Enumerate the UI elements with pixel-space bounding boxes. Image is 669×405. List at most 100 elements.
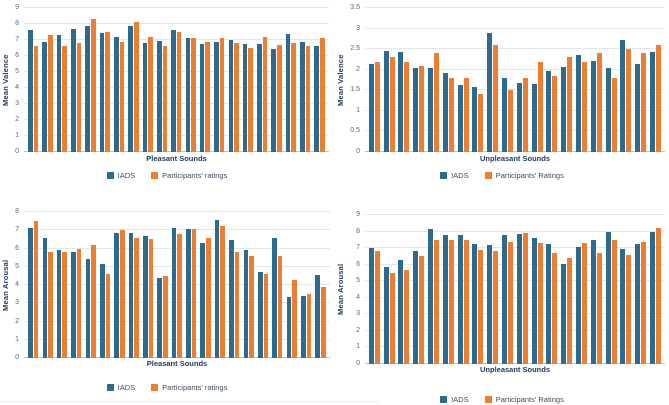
legend-swatch-participants	[484, 172, 492, 179]
plot-area	[24, 211, 330, 358]
gridline	[24, 284, 330, 285]
bar-group	[590, 239, 602, 364]
bar-participants	[641, 241, 647, 364]
bar-iads	[214, 41, 219, 152]
bar-participants	[478, 249, 484, 364]
bar-iads	[228, 40, 234, 152]
bar-participants	[177, 233, 182, 358]
plot-area	[365, 7, 665, 152]
bar-iads	[546, 70, 552, 152]
y-tick-label: 7	[15, 226, 19, 234]
bar-participants	[76, 248, 82, 358]
bar-participants	[148, 239, 154, 358]
gridline	[24, 265, 330, 267]
legend-item-iads: IADS	[106, 383, 136, 392]
y-tick-label: 0	[15, 354, 19, 361]
x-axis-line	[365, 151, 665, 152]
gridline	[365, 27, 665, 29]
bar-group	[28, 221, 39, 358]
legend-swatch-iads	[106, 384, 114, 391]
bar-participants	[463, 239, 469, 364]
bar-iads	[635, 243, 641, 364]
bar-participants	[581, 243, 587, 364]
bar-group	[516, 77, 528, 152]
bar-participants	[537, 61, 543, 152]
legend-label: Participants' ratings	[162, 383, 228, 392]
bar-iads	[200, 243, 206, 358]
bar-group	[314, 38, 325, 152]
bar-group	[42, 35, 53, 152]
bar-participants	[389, 272, 395, 364]
bar-participants	[119, 230, 125, 358]
bar-group	[635, 53, 647, 152]
bar-group	[229, 240, 240, 358]
bar-iads	[257, 44, 262, 152]
bar-group	[398, 259, 410, 364]
bar-participants	[219, 38, 225, 152]
bar-participants	[611, 77, 617, 152]
bar-group	[590, 53, 602, 152]
bar-participants	[291, 43, 296, 152]
bar-iads	[272, 238, 277, 358]
gridline	[24, 87, 329, 88]
bar-iads	[143, 235, 148, 358]
x-axis-title: Pleasant Sounds	[146, 359, 208, 368]
bar-group	[501, 77, 513, 152]
bar-group	[272, 238, 283, 358]
bar-group	[368, 248, 380, 364]
legend-swatch-participants	[151, 384, 159, 391]
bar-iads	[285, 33, 291, 152]
bar-group	[71, 28, 82, 152]
bar-participants	[162, 46, 168, 152]
bar-group	[128, 233, 139, 358]
bar-group	[457, 77, 469, 152]
bar-participants	[148, 36, 153, 152]
legend-label: Participants' Ratings	[495, 395, 564, 404]
y-tick-label: 1.5	[350, 86, 360, 94]
legend-swatch-participants	[151, 172, 159, 179]
bar-participants	[448, 77, 454, 152]
gridline	[365, 296, 665, 298]
bar-iads	[531, 238, 537, 364]
gridline	[24, 211, 330, 212]
x-axis-line	[24, 357, 330, 358]
y-tick-label: 4	[15, 84, 19, 91]
bar-iads	[315, 274, 320, 358]
bar-iads	[85, 25, 90, 152]
bar-participants	[626, 254, 632, 364]
bar-iads	[42, 41, 48, 152]
bar-participants	[249, 255, 254, 358]
bar-group	[242, 44, 253, 152]
bar-iads	[286, 296, 292, 358]
bar-group	[156, 40, 168, 152]
bar-participants	[305, 45, 311, 152]
bar-group	[285, 33, 296, 152]
y-tick-label: 7	[356, 244, 360, 252]
bar-participants	[522, 77, 528, 152]
gridline	[24, 229, 330, 231]
bar-group	[546, 70, 558, 152]
bar-iads	[368, 63, 374, 152]
legend-label: IADS	[117, 383, 136, 392]
bar-participants	[404, 269, 410, 364]
bar-group	[546, 243, 558, 364]
bar-iads	[620, 39, 626, 152]
bar-iads	[242, 44, 248, 152]
bar-group	[501, 234, 513, 364]
gridline	[24, 247, 330, 249]
chart-arousal-unpleasant: Mean Arousal 0 1 2 3 4 5 6 7 8 9 Unpleasant Sound…	[335, 200, 669, 405]
bar-participants	[374, 251, 380, 364]
legend: IADS Participants' ratings	[0, 383, 334, 392]
bar-participants	[48, 35, 53, 152]
bar-participants	[389, 57, 395, 152]
gridline	[365, 313, 665, 315]
y-tick-label: 5	[15, 68, 19, 75]
bar-participants	[537, 243, 543, 364]
bar-participants	[320, 286, 326, 358]
y-tick-label: 0.5	[350, 127, 360, 135]
bar-iads	[114, 36, 119, 152]
bar-iads	[531, 84, 537, 152]
bar-participants	[90, 19, 96, 152]
bar-participants	[552, 253, 558, 364]
